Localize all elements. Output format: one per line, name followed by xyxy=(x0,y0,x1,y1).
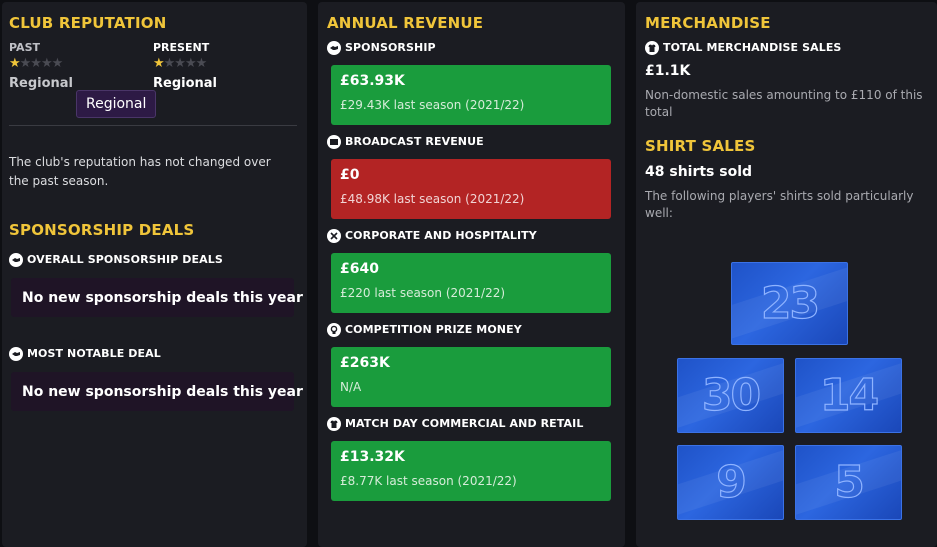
revenue-matchday-value: £13.32K xyxy=(340,449,405,465)
total-merchandise-value: £1.1K xyxy=(645,63,691,79)
star-half-icon: ★ xyxy=(153,56,165,71)
club-reputation-title: CLUB REPUTATION xyxy=(9,14,167,32)
overall-sponsorship-deals-header: OVERALL SPONSORSHIP DEALS xyxy=(9,253,223,267)
revenue-prize-previous: N/A xyxy=(340,380,362,394)
tv-icon xyxy=(327,135,341,149)
revenue-corporate-previous: £220 last season (2021/22) xyxy=(340,286,506,300)
revenue-corporate-card[interactable]: £640 £220 last season (2021/22) xyxy=(331,253,611,313)
overall-sponsorship-deals-label: OVERALL SPONSORSHIP DEALS xyxy=(27,253,223,266)
revenue-broadcast-header: BROADCAST REVENUE xyxy=(327,135,484,149)
sponsorship-deals-title: SPONSORSHIP DEALS xyxy=(9,221,195,239)
revenue-corporate-header: CORPORATE AND HOSPITALITY xyxy=(327,229,537,243)
revenue-sponsorship-label: SPONSORSHIP xyxy=(345,41,436,54)
star-empty-icon: ★★★★ xyxy=(163,56,208,71)
shirt-number: 9 xyxy=(716,456,748,508)
player-shirt[interactable]: 5 xyxy=(795,445,902,520)
past-reputation-value: Regional xyxy=(9,76,74,91)
star-half-icon: ★ xyxy=(9,56,21,71)
non-domestic-sales: Non-domestic sales amounting to £110 of … xyxy=(645,88,923,119)
present-reputation-value: Regional xyxy=(153,76,218,91)
annual-revenue-title: ANNUAL REVENUE xyxy=(327,14,484,32)
divider xyxy=(9,125,297,126)
merchandise-title: MERCHANDISE xyxy=(645,14,771,32)
present-label: PRESENT xyxy=(153,41,210,54)
revenue-prize-label: COMPETITION PRIZE MONEY xyxy=(345,323,522,336)
revenue-broadcast-previous: £48.98K last season (2021/22) xyxy=(340,192,525,206)
revenue-broadcast-label: BROADCAST REVENUE xyxy=(345,135,484,148)
revenue-matchday-previous: £8.77K last season (2021/22) xyxy=(340,474,517,488)
player-shirt[interactable]: 14 xyxy=(795,358,902,433)
notable-deal-box: No new sponsorship deals this year xyxy=(11,372,303,411)
cutlery-icon xyxy=(327,229,341,243)
revenue-sponsorship-card[interactable]: £63.93K £29.43K last season (2021/22) xyxy=(331,65,611,125)
revenue-corporate-value: £640 xyxy=(340,261,379,277)
total-merchandise-sales-header: TOTAL MERCHANDISE SALES xyxy=(645,41,841,55)
revenue-matchday-header: MATCH DAY COMMERCIAL AND RETAIL xyxy=(327,417,583,431)
revenue-prize-value: £263K xyxy=(340,355,390,371)
past-label: PAST xyxy=(9,41,40,54)
revenue-sponsorship-header: SPONSORSHIP xyxy=(327,41,436,55)
star-empty-icon: ★★★★ xyxy=(19,56,64,71)
handshake-icon xyxy=(9,253,23,267)
revenue-matchday-card[interactable]: £13.32K £8.77K last season (2021/22) xyxy=(331,441,611,501)
annual-revenue-panel: ANNUAL REVENUE SPONSORSHIP £63.93K £29.4… xyxy=(318,2,625,547)
shirt-number: 14 xyxy=(819,369,879,421)
revenue-prize-card[interactable]: £263K N/A xyxy=(331,347,611,407)
shirt-number: 5 xyxy=(834,456,866,508)
shirt-sales-title: SHIRT SALES xyxy=(645,137,756,155)
shirt-icon xyxy=(327,417,341,431)
revenue-sponsorship-previous: £29.43K last season (2021/22) xyxy=(340,98,525,112)
player-shirt[interactable]: 30 xyxy=(677,358,784,433)
reputation-tooltip: Regional xyxy=(76,90,157,118)
shirts-sold-count: 48 shirts sold xyxy=(645,164,753,180)
most-notable-deal-header: MOST NOTABLE DEAL xyxy=(9,347,161,361)
revenue-prize-header: COMPETITION PRIZE MONEY xyxy=(327,323,522,337)
shirt-icon xyxy=(645,41,659,55)
merchandise-panel: MERCHANDISE TOTAL MERCHANDISE SALES £1.1… xyxy=(636,2,937,547)
handshake-icon xyxy=(327,41,341,55)
most-notable-deal-label: MOST NOTABLE DEAL xyxy=(27,347,161,360)
present-stars: ★★★★★ xyxy=(153,56,208,71)
shirt-sales-description: The following players' shirts sold parti… xyxy=(645,189,914,220)
revenue-sponsorship-value: £63.93K xyxy=(340,73,405,89)
reputation-description: The club's reputation has not changed ov… xyxy=(9,155,271,188)
trophy-icon xyxy=(327,323,341,337)
total-merchandise-sales-label: TOTAL MERCHANDISE SALES xyxy=(663,41,842,54)
player-shirt[interactable]: 9 xyxy=(677,445,784,520)
revenue-matchday-label: MATCH DAY COMMERCIAL AND RETAIL xyxy=(345,417,584,430)
shirt-number: 30 xyxy=(701,369,761,421)
shirt-number: 23 xyxy=(760,277,820,329)
handshake-icon xyxy=(9,347,23,361)
revenue-corporate-label: CORPORATE AND HOSPITALITY xyxy=(345,229,537,242)
player-shirt[interactable]: 23 xyxy=(731,262,848,345)
club-reputation-panel: CLUB REPUTATION PAST ★★★★★ Regional PRES… xyxy=(2,2,307,547)
overall-deals-box: No new sponsorship deals this year xyxy=(11,278,303,317)
past-stars: ★★★★★ xyxy=(9,56,64,71)
revenue-broadcast-card[interactable]: £0 £48.98K last season (2021/22) xyxy=(331,159,611,219)
revenue-broadcast-value: £0 xyxy=(340,167,360,183)
